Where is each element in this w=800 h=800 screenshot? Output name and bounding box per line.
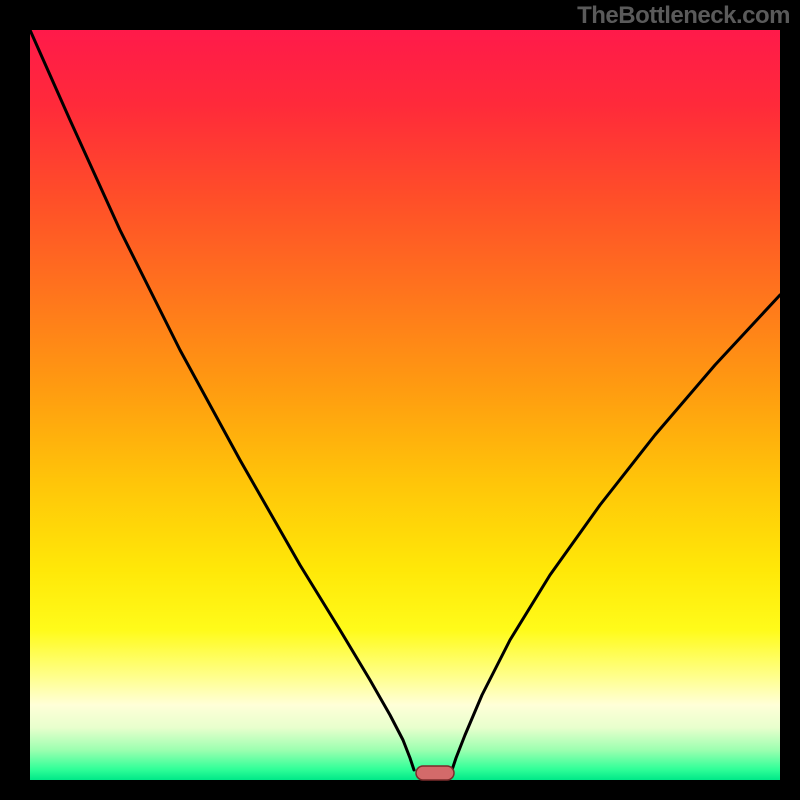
chart-svg bbox=[0, 0, 800, 800]
watermark-text: TheBottleneck.com bbox=[577, 2, 790, 30]
bottleneck-marker bbox=[416, 766, 454, 780]
plot-background bbox=[30, 30, 780, 780]
chart-container: TheBottleneck.com bbox=[0, 0, 800, 800]
